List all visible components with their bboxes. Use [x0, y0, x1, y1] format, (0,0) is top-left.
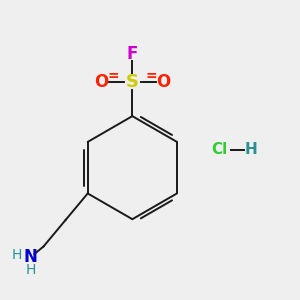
Text: O: O — [94, 73, 109, 91]
Text: H: H — [26, 263, 36, 277]
Text: F: F — [127, 45, 138, 63]
Text: S: S — [126, 73, 139, 91]
Text: Cl: Cl — [211, 142, 227, 158]
Text: =: = — [108, 69, 120, 83]
Text: H: H — [244, 142, 257, 158]
Text: =: = — [145, 69, 157, 83]
Text: O: O — [156, 73, 170, 91]
Text: N: N — [23, 248, 37, 266]
Text: H: H — [12, 248, 22, 262]
